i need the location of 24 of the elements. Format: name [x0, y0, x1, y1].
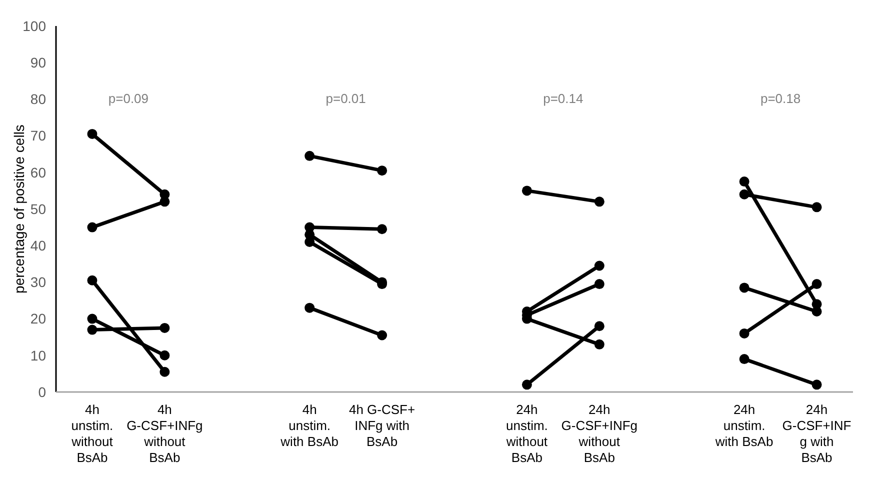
- annotation: p=0.18: [760, 90, 801, 106]
- x-tick-label: 4h G-CSF+INFg without BsAb: [126, 402, 203, 465]
- y-tick-label: 0: [38, 384, 46, 400]
- annotation: p=0.01: [326, 90, 366, 106]
- y-tick-label: 40: [30, 238, 46, 254]
- annotation: p=0.14: [543, 90, 584, 106]
- x-tick-label: 4h unstim. with BsAb: [280, 402, 338, 449]
- y-tick-label: 20: [30, 310, 46, 327]
- y-tick-label: 100: [22, 18, 46, 34]
- y-axis-title: percentage of positive cells: [11, 124, 27, 294]
- y-tick-label: 50: [30, 200, 46, 217]
- x-tick-label: 4h unstim. without BsAb: [70, 402, 114, 465]
- x-tick-label: 4h G-CSF+ INFg with BsAb: [348, 402, 416, 449]
- y-tick-label: 60: [30, 164, 46, 180]
- y-tick-label: 30: [30, 274, 46, 290]
- x-tick-label: 24h G-CSF+INFg without BsAb: [561, 402, 638, 465]
- x-tick-label: 24h unstim. without BsAb: [505, 402, 548, 465]
- y-tick-label: 90: [30, 54, 46, 70]
- annotation: p=0.09: [108, 90, 149, 106]
- y-tick-label: 80: [30, 91, 46, 108]
- y-tick-label: 70: [30, 128, 46, 144]
- y-tick-label: 10: [30, 347, 46, 364]
- x-tick-label: 24h G-CSF+INF g with BsAb: [782, 402, 852, 465]
- x-tick-label: 24h unstim. with BsAb: [714, 402, 774, 449]
